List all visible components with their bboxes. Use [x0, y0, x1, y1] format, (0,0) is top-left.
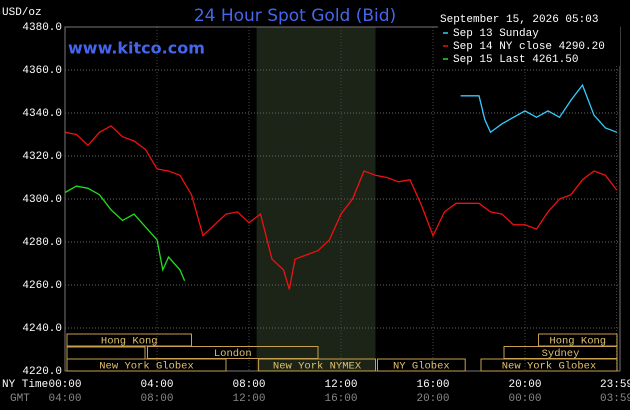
y-tick-label: 4220.0: [22, 366, 62, 378]
legend-label: Sep 13 Sunday: [453, 28, 539, 40]
session-box: [66, 358, 227, 372]
x2-tick-label: 16:00: [324, 393, 357, 405]
session-label: New York Globex: [502, 360, 597, 372]
timestamp: September 15, 2026 05:03: [440, 14, 598, 26]
x2-tick-label: 04:00: [48, 393, 81, 405]
x-axis-label: NY Time: [2, 379, 48, 391]
y-tick-label: 4360.0: [22, 65, 62, 77]
y-tick-label: 4320.0: [22, 151, 62, 163]
session-label: Sydney: [542, 348, 580, 360]
session-box: [258, 358, 376, 372]
session-label: NY Globex: [393, 360, 450, 372]
session-label: Hong Kong: [101, 335, 158, 347]
lines: [64, 83, 618, 290]
x-tick-label: 16:00: [416, 379, 449, 391]
x-tick-label: 04:00: [140, 379, 173, 391]
x2-tick-label: 20:00: [416, 393, 449, 405]
x2-axis-label: GMT: [10, 393, 30, 405]
y-tick-label: 4240.0: [22, 323, 62, 335]
y-axis-label: USD/oz: [2, 7, 42, 19]
x2-tick-label: 08:00: [140, 393, 173, 405]
x2-tick-label: 03:59: [600, 393, 630, 405]
x-tick-label: 20:00: [508, 379, 541, 391]
x-tick-label: 12:00: [324, 379, 357, 391]
session-label: Hong Kong: [549, 335, 606, 347]
session-box: [66, 333, 192, 347]
x-tick-label: 00:00: [48, 379, 81, 391]
chart-title: 24 Hour Spot Gold (Bid): [194, 6, 396, 26]
session-label: London: [214, 348, 252, 360]
x2-tick-label: 00:00: [508, 393, 541, 405]
y-tick-label: 4280.0: [22, 237, 62, 249]
session-box: [377, 358, 466, 372]
shaded-span: [256, 27, 376, 371]
y-tick-label: 4300.0: [22, 194, 62, 206]
session-box: [480, 358, 618, 372]
legend-box: [438, 26, 620, 66]
legend-label: Sep 15 Last 4261.50: [453, 54, 578, 66]
x-tick-label: 23:59: [600, 379, 630, 391]
y-tick-label: 4380.0: [22, 22, 62, 34]
y-tick-label: 4340.0: [22, 108, 62, 120]
y-tick-label: 4260.0: [22, 280, 62, 292]
price-line: [64, 185, 186, 281]
legend-label: Sep 14 NY close 4290.20: [453, 41, 605, 53]
site-url: www.kitco.com: [68, 39, 205, 58]
x-tick-label: 08:00: [232, 379, 265, 391]
session-label: New York NYMEX: [273, 360, 362, 372]
session-box: [147, 346, 319, 359]
price-line: [460, 83, 618, 134]
session-label: New York Globex: [99, 360, 194, 372]
plot-underlay: [256, 27, 376, 371]
x2-tick-label: 12:00: [232, 393, 265, 405]
price-line: [64, 125, 618, 290]
